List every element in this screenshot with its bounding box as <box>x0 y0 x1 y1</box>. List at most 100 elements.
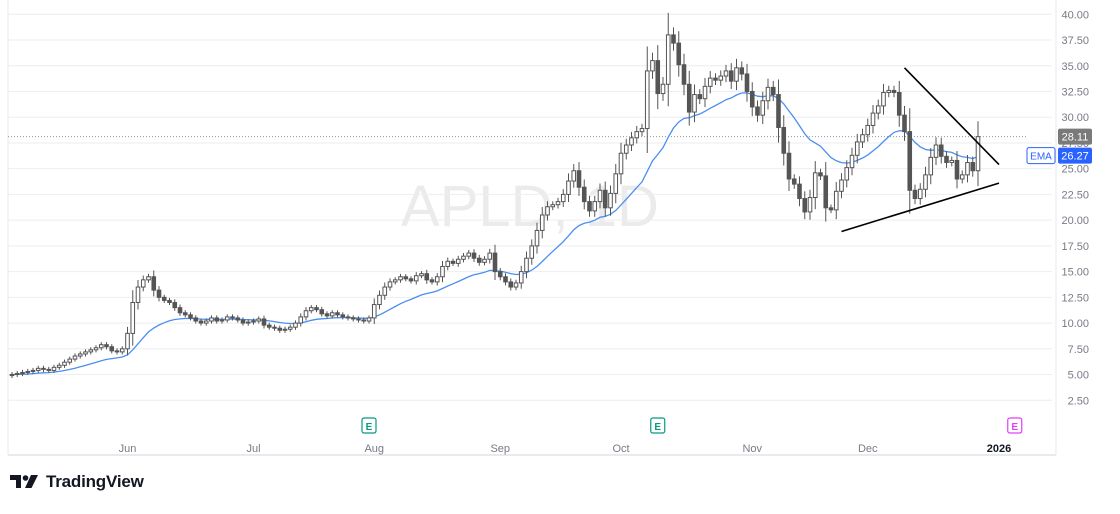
ema-name-label: EMA <box>1030 152 1052 163</box>
candle <box>739 61 745 81</box>
candle-body <box>623 144 629 154</box>
candle-body <box>482 258 487 263</box>
candle-body <box>156 289 162 298</box>
candle-body <box>870 112 876 126</box>
brand-name: TradingView <box>46 472 144 491</box>
candle <box>917 183 923 205</box>
earnings-marker-box <box>1007 417 1023 434</box>
candle <box>440 260 445 283</box>
ema-name-badge <box>1026 147 1056 165</box>
candle-body <box>592 201 598 212</box>
candle-body <box>613 173 619 194</box>
earnings-marker-icon: E <box>650 417 666 434</box>
candle-body <box>240 319 246 324</box>
candle <box>755 100 760 122</box>
candle-body <box>398 276 403 281</box>
candle-body <box>786 152 792 180</box>
candle <box>167 297 172 306</box>
candle <box>230 314 235 321</box>
candle-body <box>214 317 220 322</box>
candle-body <box>702 85 708 100</box>
candle <box>912 184 918 205</box>
candle <box>860 128 865 148</box>
candle-body <box>125 332 130 350</box>
candle-body <box>445 260 451 267</box>
candle <box>550 201 556 211</box>
candle-body <box>413 275 419 282</box>
candle-body <box>20 371 25 375</box>
candle <box>781 115 787 166</box>
candle <box>828 204 834 214</box>
candle <box>193 315 199 324</box>
candle-body <box>907 131 913 191</box>
candle <box>534 222 540 254</box>
candle-body <box>93 347 99 351</box>
candle-body <box>917 188 923 200</box>
candle-body <box>282 328 288 331</box>
candle <box>387 278 393 291</box>
candle-body <box>497 271 503 278</box>
candle <box>251 318 256 325</box>
candle <box>802 191 808 220</box>
candle-body <box>109 346 115 352</box>
candle-body <box>72 355 78 360</box>
candle-body <box>209 317 214 322</box>
candle-body <box>151 276 157 291</box>
candle <box>88 347 94 355</box>
candle <box>723 64 729 83</box>
candle-body <box>377 294 382 306</box>
candle <box>235 315 241 323</box>
candle-body <box>865 124 871 136</box>
candle-body <box>618 152 624 175</box>
candle <box>497 268 503 281</box>
candle-body <box>9 374 15 377</box>
candle <box>629 131 634 151</box>
candle <box>146 273 151 283</box>
candle-body <box>41 367 46 370</box>
candle <box>623 138 629 160</box>
candle <box>209 315 214 324</box>
candle <box>886 85 892 98</box>
candle <box>634 125 640 144</box>
candle-body <box>98 344 104 349</box>
candle-body <box>534 229 540 247</box>
candle-body <box>954 159 960 180</box>
candle-body <box>35 367 41 371</box>
candle-body <box>902 114 907 133</box>
candle-body <box>203 320 209 324</box>
candle-body <box>660 83 666 95</box>
candle <box>104 342 109 350</box>
time-axis[interactable]: Jun Jul Aug Sep Oct Nov Dec 2026 <box>119 443 1012 455</box>
candle-body <box>692 94 697 113</box>
y-tick-label: 30.00 <box>1061 112 1089 124</box>
candle <box>434 273 440 286</box>
tradingview-brand[interactable]: TradingView <box>10 472 144 492</box>
trendline-layer <box>841 67 1000 233</box>
candle <box>844 160 850 188</box>
candle-body <box>860 134 865 143</box>
candle <box>928 148 934 185</box>
candle <box>791 174 797 189</box>
candle-body <box>30 369 36 372</box>
candle-body <box>891 89 897 94</box>
candle-body <box>597 189 603 203</box>
candle-body <box>14 373 20 376</box>
candle <box>182 310 188 318</box>
candle <box>592 195 598 217</box>
candle <box>287 324 293 332</box>
candle-body <box>650 60 655 72</box>
candle <box>571 164 577 188</box>
candle-body <box>686 83 692 113</box>
y-tick-label: 15.00 <box>1061 267 1089 279</box>
price-axis[interactable]: 2.50 5.00 7.50 10.00 12.50 15.00 17.50 20.00 22.… <box>1061 9 1089 407</box>
candle-body <box>713 77 718 81</box>
candle <box>109 344 115 354</box>
candle <box>923 166 928 198</box>
candle <box>697 89 703 105</box>
earnings-marker-icon: E <box>361 417 377 434</box>
candle-body <box>602 189 608 209</box>
candle-body <box>854 141 860 156</box>
